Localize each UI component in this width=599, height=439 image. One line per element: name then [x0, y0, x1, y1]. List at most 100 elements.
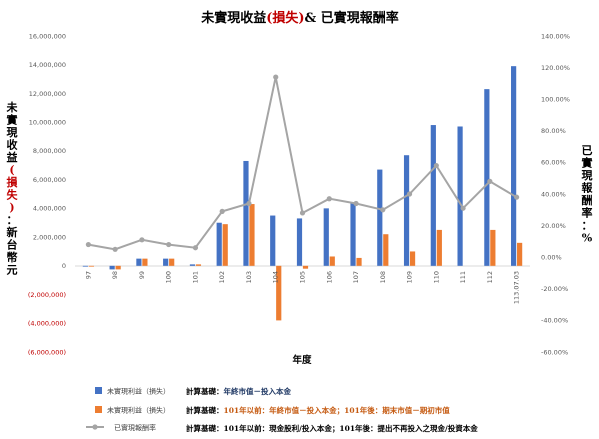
- left-tick-label: 16,000,000: [29, 32, 66, 40]
- return-rate-point: [112, 246, 118, 252]
- bar-unrealized-a: [430, 125, 436, 266]
- legend-swatch-orange: [95, 406, 102, 413]
- bar-unrealized-a: [296, 218, 303, 266]
- right-tick-label: 100.00%: [541, 96, 570, 104]
- note-3-prefix: 計算基礎：: [186, 423, 224, 433]
- category-label: 106: [325, 271, 333, 283]
- left-tick-label: 8,000,000: [33, 147, 66, 155]
- bar-unrealized-b: [383, 234, 389, 266]
- category-label: 103: [245, 271, 253, 283]
- category-label: 98: [111, 271, 119, 279]
- line-series: [85, 74, 520, 252]
- right-axis-label-char: 現: [582, 169, 593, 182]
- category-label: 101: [191, 271, 199, 283]
- bar-unrealized-a: [136, 258, 142, 266]
- right-axis-label-char: 實: [582, 156, 593, 170]
- return-rate-point: [326, 196, 332, 202]
- return-rate-point: [139, 237, 145, 243]
- left-axis-label-char: 台: [7, 238, 18, 252]
- right-axis-label-char: 酬: [582, 193, 593, 207]
- note-3: 計算基礎：101年以前：現金股利/投入本金；101年後：提出不再投入之現金/投資…: [186, 423, 478, 434]
- right-tick-label: 0.00%: [541, 254, 562, 262]
- left-tick-label: 6,000,000: [33, 176, 66, 184]
- bar-unrealized-a: [109, 265, 115, 270]
- legend-label-return-rate: 已實現報酬率: [114, 423, 156, 432]
- left-axis-label-char: 未: [6, 100, 19, 114]
- left-axis-label-char: 收: [7, 138, 18, 152]
- return-rate-point: [380, 207, 386, 213]
- right-tick-label: -40.00%: [541, 317, 568, 325]
- right-tick-label: 80.00%: [541, 127, 566, 135]
- left-axis-label-char: 元: [7, 264, 18, 277]
- return-rate-point: [85, 241, 91, 248]
- legend: 未實現利益（損失） 未實現利益（損失） 已實現報酬率: [86, 387, 170, 432]
- return-rate-point: [219, 208, 225, 214]
- bar-unrealized-b: [436, 229, 442, 266]
- chart-title: 未實現收益(損失)& 已實現報酬率: [200, 10, 399, 26]
- bar-unrealized-b: [142, 258, 148, 266]
- bar-unrealized-b: [88, 265, 94, 267]
- return-rate-point: [433, 162, 439, 169]
- return-rate-point: [353, 200, 359, 207]
- bar-unrealized-a: [403, 155, 410, 266]
- left-tick-label: (6,000,000): [28, 348, 66, 356]
- return-rate-point: [460, 205, 466, 211]
- category-label: 102: [218, 271, 226, 283]
- return-rate-line: [88, 76, 518, 251]
- bar-unrealized-a: [243, 160, 249, 266]
- bar-unrealized-b: [409, 251, 416, 266]
- left-tick-label: (4,000,000): [28, 320, 66, 328]
- left-axis-label-char: 新: [7, 225, 18, 239]
- bar-unrealized-b: [222, 224, 228, 266]
- right-tick-label: 40.00%: [541, 190, 566, 198]
- return-rate-point: [299, 210, 306, 216]
- bar-unrealized-a: [270, 215, 276, 266]
- note-3-body: 101年以前：現金股利/投入本金；101年後：提出不再投入之現金/投資本金: [224, 423, 479, 434]
- left-axis-label-char: ): [9, 201, 14, 214]
- category-labels: 97 98 99 100 101 102 103 104 105 106 107 108 109 110 1…: [84, 271, 520, 304]
- bar-unrealized-b: [169, 258, 175, 266]
- bar-unrealized-b: [249, 204, 255, 266]
- return-rate-point: [192, 245, 199, 251]
- category-label: 111: [459, 271, 467, 283]
- x-axis-title: 年度: [292, 354, 312, 366]
- note-1-prefix: 計算基礎：: [186, 386, 224, 396]
- left-axis-label-char: 失: [7, 188, 19, 202]
- legend-label-unrealized-a: 未實現利益（損失）: [107, 387, 170, 396]
- category-label: 100: [165, 271, 173, 283]
- chart-title-part3: & 已實現報酬率: [305, 10, 399, 26]
- bar-unrealized-b: [302, 265, 309, 269]
- category-label: 113.07.03: [513, 271, 521, 304]
- bar-unrealized-b: [356, 257, 362, 266]
- bar-unrealized-b: [490, 229, 496, 266]
- bar-unrealized-b: [115, 265, 121, 270]
- legend-label-unrealized-b: 未實現利益（損失）: [107, 406, 170, 415]
- left-tick-label: 14,000,000: [29, 61, 66, 69]
- left-axis-label-char: 實: [7, 113, 18, 127]
- legend-swatch-blue: [95, 387, 102, 394]
- left-tick-label: 0: [62, 262, 66, 270]
- category-label: 112: [486, 271, 494, 283]
- left-axis-label-char: 益: [7, 150, 18, 164]
- bar-unrealized-a: [377, 169, 383, 266]
- left-axis-label-char: 損: [7, 175, 19, 189]
- return-rate-point: [166, 241, 172, 248]
- category-label: 104: [272, 271, 280, 283]
- left-axis-label-char: 幣: [7, 250, 18, 264]
- bar-unrealized-b: [276, 265, 282, 321]
- bar-unrealized-a: [350, 202, 356, 266]
- category-label: 109: [406, 271, 414, 283]
- bar-unrealized-b: [195, 264, 202, 266]
- chart-title-part1: 未實現收益: [200, 10, 266, 26]
- note-2: 計算基礎：101年以前：年終市值－投入本金；101年後：期末市值－期初市值: [186, 405, 450, 416]
- bar-unrealized-a: [189, 264, 196, 266]
- legend-marker-gray: [92, 424, 98, 430]
- return-rate-point: [487, 178, 493, 184]
- bar-unrealized-a: [82, 265, 88, 267]
- note-2-body: 101年以前：年終市值－投入本金；101年後：期末市值－期初市值: [224, 405, 451, 416]
- left-axis-label-char: (: [9, 164, 14, 177]
- note-2-prefix: 計算基礎：: [186, 405, 224, 415]
